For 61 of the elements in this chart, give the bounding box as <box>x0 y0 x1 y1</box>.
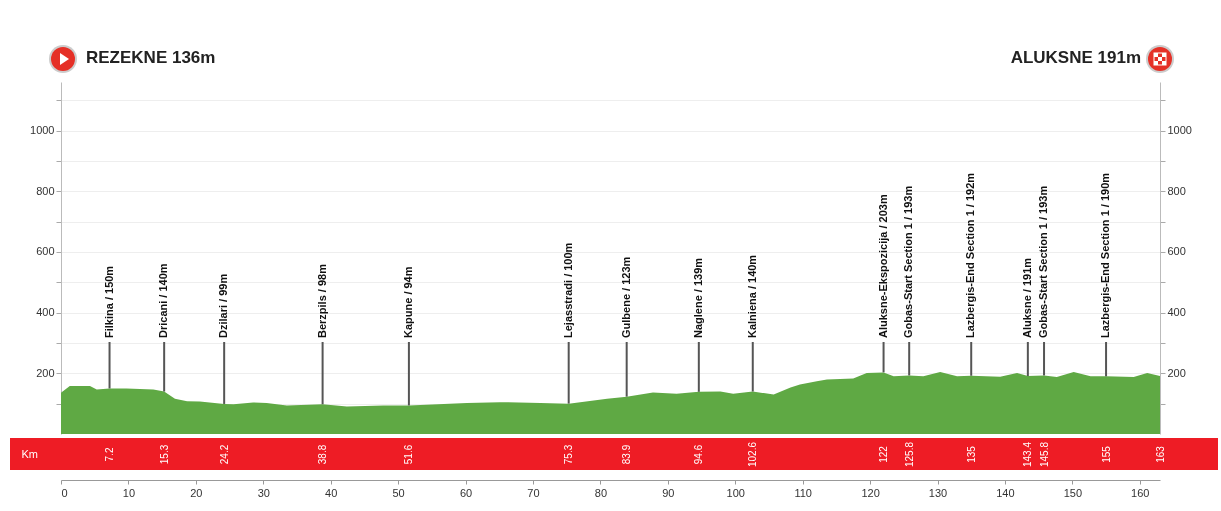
x2-tick-label: 135 <box>965 445 977 463</box>
annotation: Aluksne / 191m <box>1020 257 1033 338</box>
x-tick-label: 160 <box>1131 486 1150 499</box>
x-tick-label: 150 <box>1063 486 1083 499</box>
y2-tick-label: 1000 <box>1167 124 1192 137</box>
x-tick-label: 60 <box>459 486 473 499</box>
x2-tick-label: 75.3 <box>563 444 575 465</box>
annotation: Gobas-Start Section 1 / 193m <box>902 185 915 338</box>
x-tick-label: 40 <box>325 486 338 499</box>
annotation: Naglene / 139m <box>691 257 704 338</box>
x2-tick-label: 155 <box>1100 445 1112 463</box>
annotation: Gobas-Start Section 1 / 193m <box>1037 185 1050 338</box>
annotation: Dzilari / 99m <box>217 273 230 338</box>
annotation: Lejasstradi / 100m <box>561 242 574 338</box>
x2-tick-label: 102.6 <box>747 441 759 468</box>
x2-axis-title: Km <box>21 447 38 460</box>
x2-tick-label: 94.6 <box>693 444 705 465</box>
y2-tick-label: 800 <box>1167 184 1186 197</box>
x2-tick-label: 51.6 <box>403 444 415 465</box>
x-tick-label: 90 <box>662 486 675 499</box>
text: ALUKSNE 191m <box>1010 48 1141 68</box>
x2-tick-label: 143.4 <box>1022 441 1034 468</box>
x2-tick-label: 145.8 <box>1038 441 1050 468</box>
y-tick-label: 800 <box>36 184 55 197</box>
x-tick-label: 20 <box>190 486 203 499</box>
y-tick-label: 600 <box>36 245 55 258</box>
x2-tick-label: 122 <box>878 445 890 463</box>
x2-tick-label: 163 <box>1154 445 1166 463</box>
annotation: Lazbergis-End Section 1 / 190m <box>1099 172 1112 338</box>
x2-tick-label: 15.3 <box>158 444 170 465</box>
x-tick-label: 110 <box>794 486 812 499</box>
x-tick-label: 100 <box>726 486 745 499</box>
x-tick-label: 70 <box>527 486 540 499</box>
x-tick-label: 80 <box>594 486 608 499</box>
annotation: Berzpils / 98m <box>315 263 328 338</box>
x-tick-label: 30 <box>257 486 270 499</box>
annotation: Kapune / 94m <box>401 266 414 338</box>
text: REZEKNE 136m <box>86 48 216 68</box>
annotation: Kalniena / 140m <box>745 254 758 338</box>
x-tick-label: 10 <box>122 486 136 499</box>
annotation: Filkina / 150m <box>102 265 115 338</box>
annotation: Aluksne-Ekspozicija / 203m <box>876 194 889 338</box>
x-tick-label: 140 <box>996 486 1015 499</box>
annotation: Lazbergis-End Section 1 / 192m <box>964 172 977 338</box>
y-tick-label: 1000 <box>30 124 55 137</box>
x2-tick-label: 125.8 <box>903 441 915 468</box>
y2-tick-label: 400 <box>1167 306 1186 319</box>
x2-tick-label: 38.8 <box>317 444 329 465</box>
y-tick-label: 200 <box>36 366 55 379</box>
x-tick-label: 120 <box>861 486 880 499</box>
y2-tick-label: 600 <box>1167 245 1186 258</box>
annotation: Gulbene / 123m <box>619 256 632 338</box>
x-tick-label: 0 <box>61 486 68 499</box>
annotation: Dricani / 140m <box>157 263 170 338</box>
x2-tick-label: 83.9 <box>621 444 633 465</box>
x2-tick-label: 7.2 <box>104 447 116 462</box>
x-tick-label: 50 <box>392 486 405 499</box>
y-tick-label: 400 <box>36 306 55 319</box>
x2-tick-label: 24.2 <box>218 444 230 465</box>
x-tick-label: 130 <box>928 486 948 499</box>
y2-tick-label: 200 <box>1167 366 1186 379</box>
